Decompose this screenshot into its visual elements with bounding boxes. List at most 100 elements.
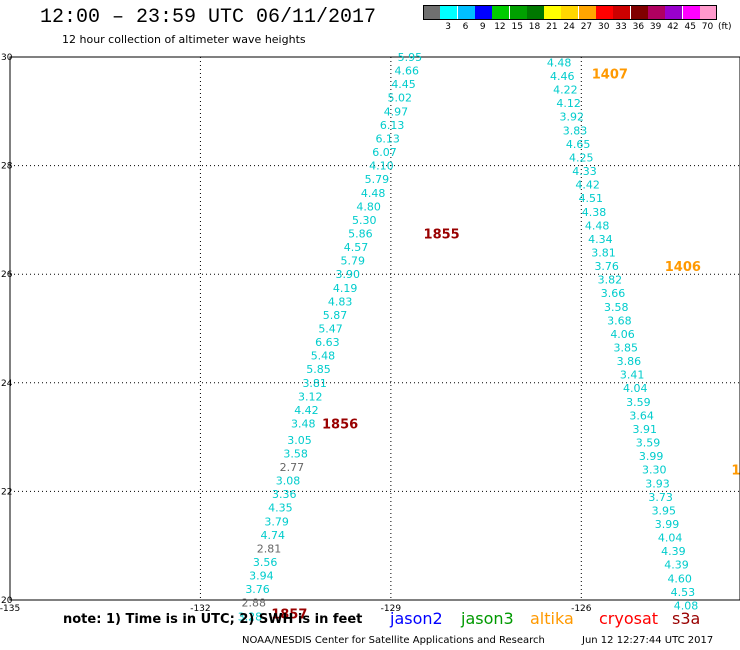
wave-height-label: 4.45	[391, 78, 416, 91]
wave-height-label: 4.60	[667, 572, 692, 585]
colorbar-tick-label: 3	[445, 22, 452, 32]
wave-height-label: 3.30	[642, 464, 667, 477]
wave-height-label: 6.13	[375, 132, 400, 145]
wave-height-label: 5.02	[388, 92, 413, 105]
colorbar-tick-label: 70	[701, 22, 714, 32]
y-tick-label: 28	[1, 162, 13, 172]
wave-height-label: 3.82	[598, 274, 623, 287]
wave-height-label: 3.08	[276, 475, 301, 488]
wave-height-label: 4.65	[566, 138, 591, 151]
wave-height-label: 4.42	[575, 179, 600, 192]
wave-height-label: 4.97	[384, 105, 409, 118]
wave-height-label: 5.85	[306, 363, 331, 376]
colorbar-swatch	[613, 5, 631, 20]
wave-height-label: 3.85	[613, 342, 638, 355]
wave-height-label: 3.58	[604, 301, 629, 314]
x-tick-label: -129	[381, 604, 402, 614]
wave-height-label: 5.86	[348, 227, 373, 240]
wave-height-label: 4.46	[550, 70, 575, 83]
wave-height-label: 3.99	[639, 450, 664, 463]
wave-height-label: 5.30	[352, 214, 377, 227]
wave-height-label: 4.06	[610, 328, 635, 341]
credit-text: NOAA/NESDIS Center for Satellite Applica…	[242, 635, 545, 646]
colorbar-swatch	[423, 5, 440, 20]
wave-height-label: 4.53	[671, 586, 696, 599]
colorbar-tick-label: 39	[649, 22, 662, 32]
wave-height-label: 4.10	[369, 160, 394, 173]
colorbar-swatch	[665, 5, 683, 20]
wave-height-label: 3.59	[626, 396, 651, 409]
wave-height-label: 3.86	[617, 355, 642, 368]
wave-height-label: 5.95	[398, 51, 423, 64]
colorbar-swatch	[526, 5, 544, 20]
wave-height-label: 4.48	[585, 219, 610, 232]
wave-height-label: 3.36	[272, 488, 297, 501]
x-tick-label: -126	[571, 604, 592, 614]
y-tick-label: 26	[1, 270, 13, 280]
wave-height-label: 5.47	[318, 323, 343, 336]
colorbar-swatch	[561, 5, 579, 20]
wave-height-label: 4.04	[658, 532, 683, 545]
wave-height-label: 3.68	[607, 314, 632, 327]
colorbar-swatch	[630, 5, 648, 20]
plot-frame	[9, 56, 740, 601]
colorbar-tick-label: 30	[598, 22, 610, 32]
wave-height-label: 3.92	[560, 111, 585, 124]
colorbar-tick-label: 27	[580, 22, 593, 32]
colorbar-swatch	[492, 5, 510, 20]
colorbar-tick-label: 9	[479, 22, 486, 32]
wave-height-label: 4.83	[328, 295, 353, 308]
wave-height-label: 4.48	[361, 187, 386, 200]
wave-height-label: 4.74	[261, 529, 286, 542]
time-label: 1405	[731, 464, 740, 479]
wave-height-label: 4.22	[553, 84, 578, 97]
wave-height-label: 4.66	[394, 65, 419, 78]
colorbar-tick-label: 42	[667, 22, 679, 32]
wave-height-label: 3.79	[264, 515, 289, 528]
wave-height-label: 3.05	[287, 434, 312, 447]
wave-height-label: 3.93	[645, 477, 670, 490]
wave-height-label: 3.58	[283, 447, 308, 460]
y-tick-label: 22	[1, 487, 12, 497]
satellite-legend-s3a: s3a	[672, 609, 701, 628]
wave-height-label: 3.41	[620, 369, 645, 382]
wave-height-label: 4.35	[268, 502, 293, 515]
colorbar-unit: (ft)	[718, 22, 732, 32]
wave-height-label: 3.95	[652, 504, 677, 517]
wave-height-label: 3.28	[238, 610, 263, 623]
colorbar-swatch	[544, 5, 562, 20]
wave-height-label: 4.04	[623, 382, 648, 395]
wave-height-label: 4.19	[333, 282, 358, 295]
wave-height-label: 4.57	[344, 241, 369, 254]
satellite-legend-jason3: jason3	[461, 609, 514, 628]
time-label: 1855	[424, 227, 460, 242]
wave-height-label: 2.81	[257, 542, 282, 555]
wave-height-label: 3.90	[335, 268, 360, 281]
wave-height-label: 3.59	[636, 437, 661, 450]
wave-height-label: 3.66	[601, 287, 626, 300]
colorbar-swatch	[578, 5, 596, 20]
colorbar-tick-label: 24	[563, 22, 575, 32]
colorbar-swatch	[682, 5, 700, 20]
colorbar-swatch	[440, 5, 458, 20]
wave-height-label: 4.08	[674, 599, 699, 612]
wave-height-label: 5.87	[323, 309, 348, 322]
timestamp-text: Jun 12 12:27:44 UTC 2017	[582, 635, 714, 646]
colorbar-swatch	[474, 5, 492, 20]
wave-height-label: 3.73	[648, 491, 673, 504]
wave-height-label: 4.34	[588, 233, 613, 246]
satellite-legend-jason2: jason2	[390, 609, 443, 628]
wave-height-label: 6.07	[372, 146, 397, 159]
wave-height-label: 3.91	[633, 423, 658, 436]
y-tick-label: 24	[1, 379, 13, 389]
wave-height-label: 3.76	[594, 260, 619, 273]
wave-height-label: 2.88	[242, 597, 267, 610]
time-label: 1857	[271, 608, 307, 623]
satellite-legend-altika: altika	[530, 609, 574, 628]
x-tick-label: -135	[0, 604, 20, 614]
wave-height-label: 3.64	[629, 409, 654, 422]
colorbar-tick-label: 45	[684, 22, 696, 32]
colorbar-tick-label: 33	[615, 22, 627, 32]
wave-height-label: 2.77	[280, 461, 305, 474]
